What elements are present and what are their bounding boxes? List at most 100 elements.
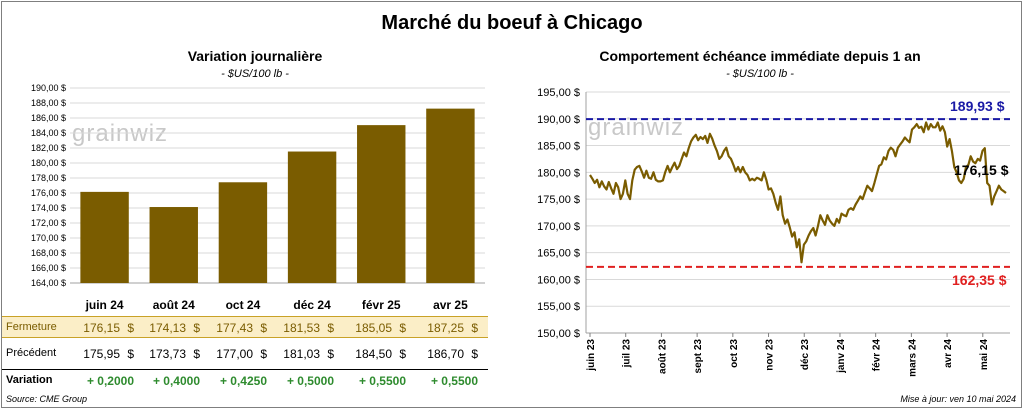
table-cell: 184,50 $ bbox=[340, 347, 406, 361]
cell-dollar: $ bbox=[327, 321, 334, 335]
bar bbox=[218, 182, 268, 283]
cell-dollar: $ bbox=[127, 347, 134, 361]
x-tick-label: juin 23 bbox=[586, 339, 597, 372]
y-tick-label: 184,00 $ bbox=[31, 128, 66, 138]
y-tick-label: 190,00 $ bbox=[537, 114, 580, 126]
y-tick-label: 175,00 $ bbox=[537, 194, 580, 206]
x-tick-label: août 23 bbox=[657, 339, 668, 374]
cell-value: 186,70 bbox=[427, 347, 464, 361]
cell-value: 177,43 bbox=[216, 321, 253, 335]
x-tick-label: sept 23 bbox=[693, 339, 704, 374]
main-title: Marché du boeuf à Chicago bbox=[381, 12, 643, 34]
table-row-previous: Précédent 175,95 $ 173,73 $ 177,00 $ 181,03… bbox=[2, 343, 488, 365]
x-tick-label: oct 23 bbox=[729, 339, 740, 368]
y-tick-label: 180,00 $ bbox=[537, 167, 580, 179]
y-tick-label: 190,00 $ bbox=[31, 83, 66, 93]
bar bbox=[149, 207, 198, 283]
bar bbox=[287, 151, 337, 283]
high-label: 189,93 $ bbox=[950, 98, 1005, 114]
y-tick-label: 172,00 $ bbox=[31, 218, 66, 228]
x-tick-label: avr 24 bbox=[943, 339, 954, 368]
y-tick-label: 170,00 $ bbox=[31, 233, 66, 243]
cell-dollar: $ bbox=[471, 347, 478, 361]
y-tick-label: 174,00 $ bbox=[31, 203, 66, 213]
cell-dollar: $ bbox=[127, 321, 134, 335]
table-cell: + 0,5500 bbox=[358, 374, 406, 388]
previous-row-label: Précédent bbox=[6, 347, 57, 359]
right-chart-title: Comportement échéance immédiate depuis 1… bbox=[599, 48, 921, 64]
cell-value: 173,73 bbox=[149, 347, 186, 361]
right-chart-unit: - $US/100 lb - bbox=[726, 68, 794, 80]
cell-dollar: $ bbox=[471, 321, 478, 335]
y-tick-label: 182,00 $ bbox=[31, 143, 66, 153]
cell-dollar: $ bbox=[193, 347, 200, 361]
y-tick-label: 150,00 $ bbox=[537, 328, 580, 340]
update-note: Mise à jour: ven 10 mai 2024 bbox=[900, 394, 1016, 404]
table-cell: + 0,4250 bbox=[219, 374, 267, 388]
y-tick-label: 166,00 $ bbox=[31, 263, 66, 273]
y-tick-label: 160,00 $ bbox=[537, 274, 580, 286]
y-tick-label: 155,00 $ bbox=[537, 301, 580, 313]
bar bbox=[80, 191, 129, 283]
table-cell: 186,70 $ bbox=[412, 347, 478, 361]
y-tick-label: 176,00 $ bbox=[31, 188, 66, 198]
x-category-label: oct 24 bbox=[226, 298, 261, 312]
cell-dollar: $ bbox=[260, 347, 267, 361]
cell-dollar: $ bbox=[399, 347, 406, 361]
x-category-label: juin 24 bbox=[85, 298, 124, 312]
y-tick-label: 164,00 $ bbox=[31, 278, 66, 288]
cell-dollar: $ bbox=[193, 321, 200, 335]
x-tick-label: déc 23 bbox=[800, 339, 811, 371]
y-tick-label: 186,00 $ bbox=[31, 113, 66, 123]
table-cell: 181,53 $ bbox=[268, 321, 334, 335]
left-chart-title: Variation journalière bbox=[187, 48, 323, 64]
cell-dollar: $ bbox=[399, 321, 406, 335]
x-tick-label: mai 24 bbox=[979, 339, 990, 371]
y-tick-label: 168,00 $ bbox=[31, 248, 66, 258]
x-category-label: déc 24 bbox=[293, 298, 331, 312]
cell-dollar: $ bbox=[260, 321, 267, 335]
table-cell: 185,05 $ bbox=[340, 321, 406, 335]
x-tick-label: nov 23 bbox=[765, 339, 776, 371]
cell-value: 174,13 bbox=[149, 321, 186, 335]
cell-value: 187,25 bbox=[427, 321, 464, 335]
y-tick-label: 185,00 $ bbox=[537, 141, 580, 153]
table-row-close: Fermeture 176,15 $ 174,13 $ 177,43 $ 181,53… bbox=[2, 316, 488, 338]
x-tick-label: janv 24 bbox=[836, 339, 847, 374]
variation-row-label: Variation bbox=[6, 374, 53, 386]
table-cell: 181,03 $ bbox=[268, 347, 334, 361]
table-cell: + 0,5000 bbox=[286, 374, 334, 388]
table-cell: 176,15 $ bbox=[68, 321, 134, 335]
cell-value: 184,50 bbox=[355, 347, 392, 361]
x-category-label: août 24 bbox=[153, 298, 195, 312]
cell-value: 181,03 bbox=[283, 347, 320, 361]
table-cell: 187,25 $ bbox=[412, 321, 478, 335]
close-row-label: Fermeture bbox=[6, 321, 57, 333]
cell-value: 181,53 bbox=[283, 321, 320, 335]
cell-value: 177,00 bbox=[216, 347, 253, 361]
cell-value: 176,15 bbox=[83, 321, 120, 335]
bar bbox=[426, 108, 475, 283]
source-note: Source: CME Group bbox=[6, 394, 88, 404]
table-cell: + 0,4000 bbox=[152, 374, 200, 388]
x-category-label: avr 25 bbox=[433, 298, 468, 312]
cell-value: 175,95 bbox=[83, 347, 120, 361]
cell-value: 185,05 bbox=[355, 321, 392, 335]
cell-dollar: $ bbox=[327, 347, 334, 361]
low-label: 162,35 $ bbox=[952, 272, 1007, 288]
x-tick-label: mars 24 bbox=[907, 339, 918, 377]
table-cell: + 0,2000 bbox=[86, 374, 134, 388]
table-cell: 177,00 $ bbox=[201, 347, 267, 361]
bar bbox=[357, 125, 406, 283]
table-cell: 174,13 $ bbox=[134, 321, 200, 335]
x-tick-label: févr 24 bbox=[872, 339, 883, 372]
table-row-variation: Variation + 0,2000 + 0,4000 + 0,4250 + 0… bbox=[2, 369, 488, 391]
y-tick-label: 165,00 $ bbox=[537, 248, 580, 260]
y-tick-label: 195,00 $ bbox=[537, 87, 580, 99]
y-tick-label: 180,00 $ bbox=[31, 158, 66, 168]
last-value-label: 176,15 $ bbox=[954, 162, 1009, 178]
left-chart-unit: - $US/100 lb - bbox=[221, 68, 289, 80]
y-tick-label: 170,00 $ bbox=[537, 221, 580, 233]
